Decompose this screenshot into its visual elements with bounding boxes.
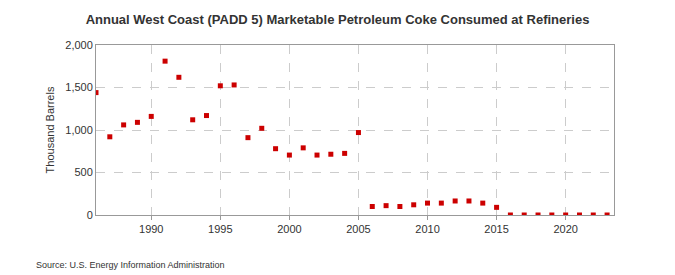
svg-text:2,000: 2,000: [65, 39, 93, 51]
svg-text:1,500: 1,500: [65, 81, 93, 93]
svg-text:2005: 2005: [346, 223, 370, 235]
svg-text:2000: 2000: [277, 223, 301, 235]
svg-text:500: 500: [74, 166, 92, 178]
svg-text:2015: 2015: [484, 223, 508, 235]
svg-text:Thousand Barrels: Thousand Barrels: [44, 86, 56, 173]
svg-text:Source: U.S. Energy Informatio: Source: U.S. Energy Information Administ…: [36, 260, 225, 270]
svg-text:1995: 1995: [208, 223, 232, 235]
svg-text:1990: 1990: [139, 223, 163, 235]
svg-text:2010: 2010: [415, 223, 439, 235]
svg-text:2020: 2020: [553, 223, 577, 235]
svg-text:1,000: 1,000: [65, 124, 93, 136]
svg-text:Annual West Coast (PADD 5) Mar: Annual West Coast (PADD 5) Marketable Pe…: [86, 12, 590, 27]
svg-text:0: 0: [87, 209, 93, 221]
